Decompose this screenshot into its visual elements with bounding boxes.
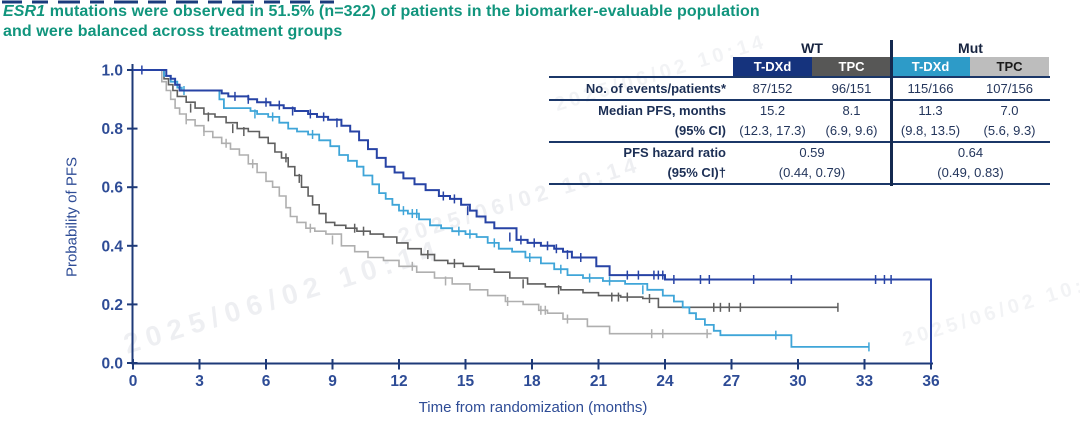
cell-hr-wt-ci: (0.44, 0.79) [778, 165, 846, 180]
x-tick-label: 0 [129, 373, 138, 390]
cell: 115/166 [907, 81, 954, 96]
cell: 15.2 [759, 103, 786, 118]
row-label-ci: (95% CI) [674, 123, 726, 138]
x-tick-label: 3 [195, 373, 204, 390]
km-curve-mut-tpc [133, 69, 712, 335]
km-curve-wt-tpc [133, 69, 838, 309]
table-row-median-pfs: Median PFS, months (95% CI) 15.2 (12.3, 1… [549, 101, 1050, 141]
y-tick-label: 0.8 [101, 121, 123, 138]
table-rule [549, 76, 1050, 78]
group-header-mut: Mut [958, 40, 983, 56]
cell-ci: (9.8, 13.5) [900, 123, 961, 138]
row-label: No. of events/patients* [585, 81, 726, 96]
cell-hr-mut-ci: (0.49, 0.83) [937, 165, 1004, 180]
y-tick-label: 0.0 [101, 356, 123, 373]
table-row-events: No. of events/patients* 87/152 96/151 11… [549, 78, 1050, 99]
wt-mut-divider [890, 40, 893, 186]
table-corner-spacer [549, 40, 733, 57]
cell: 8.1 [842, 103, 861, 118]
cell-ci: (6.9, 9.6) [825, 123, 878, 138]
y-tick-label: 0.6 [101, 180, 123, 197]
x-tick-label: 27 [723, 373, 740, 390]
cell: 87/152 [752, 81, 793, 96]
km-curve-wt-t-dxd [133, 69, 932, 363]
col-header-wt-tpc: TPC [812, 57, 891, 76]
row-label-ci: (95% CI)† [667, 165, 726, 180]
col-header-wt-tdxd: T-DXd [733, 57, 812, 76]
gene-name: ESR1 [3, 3, 46, 20]
y-tick-label: 0.4 [101, 238, 123, 255]
x-tick-label: 33 [856, 373, 874, 390]
cell: 96/151 [831, 81, 872, 96]
y-tick-label: 0.2 [101, 297, 123, 314]
x-axis-label: Time from randomization (months) [418, 399, 648, 416]
page-title-line1: ESR1 mutations were observed in 51.5% (n… [3, 3, 760, 20]
page-title-line2: and were balanced across treatment group… [3, 22, 343, 40]
results-table: WT Mut T-DXd TPC T-DXd TPC No. of events… [549, 40, 1050, 186]
cell-ci: (5.6, 9.3) [983, 123, 1036, 138]
x-tick-label: 30 [789, 373, 806, 390]
table-row-hazard-ratio: PFS hazard ratio (95% CI)† 0.59 (0.44, 0.… [549, 143, 1050, 183]
x-tick-label: 21 [590, 373, 608, 390]
cropped-text-fragments [2, 0, 334, 4]
y-tick-label: 1.0 [101, 63, 123, 80]
x-tick-label: 12 [390, 373, 407, 390]
col-header-mut-tpc: TPC [970, 57, 1049, 76]
table-rule [549, 141, 1050, 143]
cell-ci: (12.3, 17.3) [739, 123, 806, 138]
x-tick-label: 9 [328, 373, 337, 390]
group-header-wt: WT [801, 40, 823, 56]
x-tick-label: 36 [922, 373, 940, 390]
table-rule [549, 99, 1050, 101]
cell: 11.3 [918, 103, 943, 118]
cell-hr-mut: 0.64 [957, 145, 984, 160]
cell: 107/156 [986, 81, 1033, 96]
header-spacer [549, 57, 733, 76]
x-tick-label: 24 [656, 373, 674, 390]
y-axis-label: Probability of PFS [63, 156, 81, 278]
x-tick-label: 18 [523, 373, 541, 390]
table-rule [549, 183, 1050, 185]
row-label: PFS hazard ratio [623, 145, 726, 160]
x-tick-label: 6 [262, 373, 271, 390]
col-header-mut-tdxd: T-DXd [891, 57, 970, 76]
x-tick-label: 15 [457, 373, 475, 390]
cell: 7.0 [1000, 103, 1019, 118]
page-title: ESR1 mutations were observed in 51.5% (n… [3, 2, 903, 41]
cell-hr-wt: 0.59 [799, 145, 825, 160]
row-label: Median PFS, months [598, 103, 726, 118]
km-curve-mut-t-dxd [133, 69, 869, 348]
